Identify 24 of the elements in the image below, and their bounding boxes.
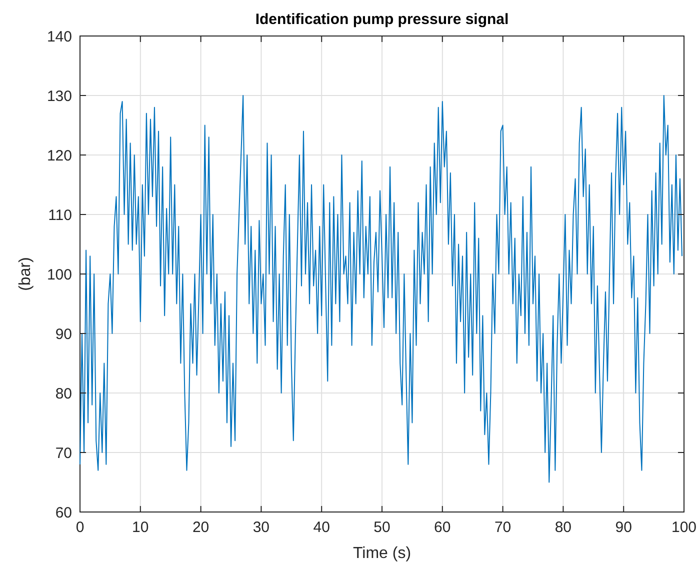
x-tick-label: 100 xyxy=(671,519,697,536)
y-tick-label: 130 xyxy=(46,88,72,105)
y-axis-title: (bar) xyxy=(17,257,34,291)
chart-title: Identification pump pressure signal xyxy=(255,11,509,28)
y-tick-label: 90 xyxy=(55,326,72,343)
x-tick-label: 70 xyxy=(494,519,512,536)
x-tick-label: 80 xyxy=(554,519,572,536)
x-tick-label: 90 xyxy=(615,519,632,536)
x-tick-label: 50 xyxy=(374,519,390,536)
y-tick-label: 110 xyxy=(48,206,72,224)
x-tick-label: 30 xyxy=(252,519,270,536)
x-tick-label: 10 xyxy=(132,519,149,536)
y-tick-label: 120 xyxy=(46,147,72,164)
y-tick-label: 70 xyxy=(55,444,72,462)
line-series xyxy=(80,95,683,483)
x-tick-label: 60 xyxy=(434,519,451,536)
x-tick-label: 0 xyxy=(76,519,84,536)
y-tick-label: 100 xyxy=(46,266,72,284)
y-tick-label: 140 xyxy=(46,28,72,46)
y-tick-label: 60 xyxy=(55,504,72,522)
y-tick-label: 80 xyxy=(55,385,72,402)
x-axis-title: Time (s) xyxy=(352,545,412,562)
x-tick-label: 20 xyxy=(192,519,210,536)
x-tick-label: 40 xyxy=(313,519,330,536)
